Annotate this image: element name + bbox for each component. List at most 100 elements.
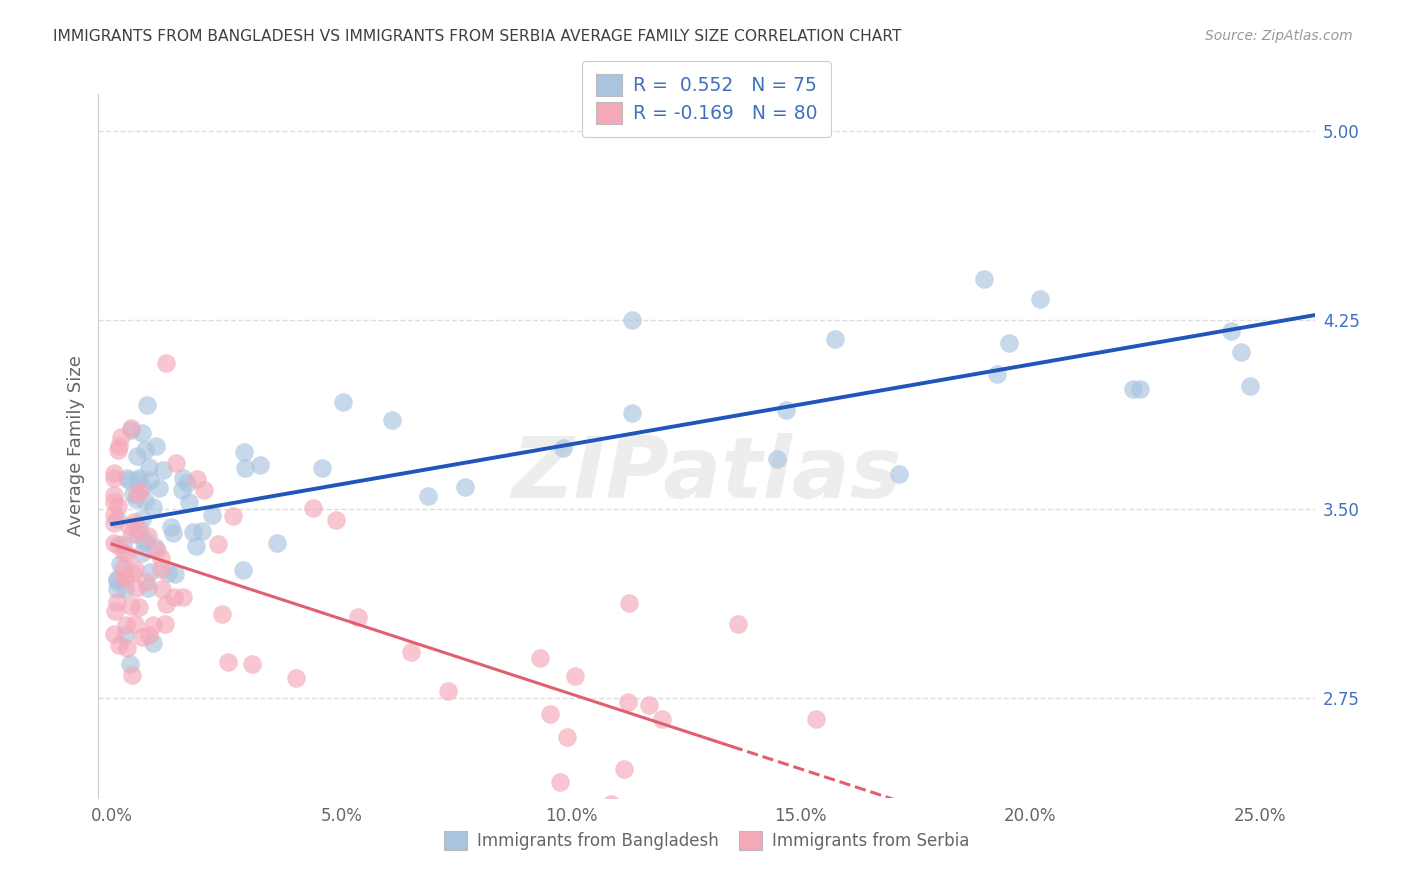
Text: IMMIGRANTS FROM BANGLADESH VS IMMIGRANTS FROM SERBIA AVERAGE FAMILY SIZE CORRELA: IMMIGRANTS FROM BANGLADESH VS IMMIGRANTS… — [53, 29, 901, 44]
Point — [302, 500, 325, 515]
Point — [612, 763, 634, 777]
Point — [222, 509, 245, 524]
Point — [122, 487, 145, 501]
Point — [149, 550, 172, 565]
Point — [143, 541, 166, 555]
Point — [135, 533, 157, 547]
Point — [127, 473, 149, 487]
Point — [108, 439, 131, 453]
Point — [163, 590, 186, 604]
Point — [773, 822, 796, 836]
Point — [1129, 383, 1152, 397]
Point — [114, 570, 136, 584]
Point — [418, 489, 440, 503]
Point — [120, 423, 142, 437]
Point — [155, 597, 177, 611]
Point — [986, 368, 1008, 382]
Point — [124, 616, 146, 631]
Point — [138, 460, 160, 475]
Point — [131, 425, 153, 440]
Point — [1028, 292, 1050, 306]
Point — [120, 421, 142, 435]
Point — [191, 524, 214, 539]
Point — [125, 487, 148, 501]
Point — [332, 394, 354, 409]
Point — [172, 483, 194, 497]
Point — [564, 669, 586, 683]
Point — [232, 563, 254, 577]
Point — [136, 529, 159, 543]
Point — [114, 546, 136, 560]
Point — [125, 492, 148, 507]
Point — [266, 536, 288, 550]
Point — [103, 535, 125, 549]
Point — [103, 488, 125, 502]
Point — [973, 272, 995, 286]
Point — [555, 730, 578, 744]
Point — [107, 538, 129, 552]
Point — [136, 581, 159, 595]
Point — [124, 562, 146, 576]
Point — [176, 476, 198, 491]
Point — [131, 631, 153, 645]
Point — [148, 482, 170, 496]
Point — [135, 574, 157, 589]
Point — [311, 461, 333, 475]
Point — [107, 638, 129, 652]
Point — [998, 335, 1021, 350]
Point — [824, 332, 846, 346]
Point — [142, 636, 165, 650]
Point — [112, 562, 135, 576]
Point — [160, 519, 183, 533]
Point — [103, 516, 125, 531]
Point — [184, 539, 207, 553]
Point — [177, 495, 200, 509]
Point — [778, 802, 800, 816]
Point — [128, 599, 150, 614]
Point — [1229, 345, 1251, 359]
Point — [766, 452, 789, 467]
Point — [325, 513, 347, 527]
Point — [889, 467, 911, 482]
Point — [139, 473, 162, 487]
Point — [121, 527, 143, 541]
Point — [105, 512, 128, 526]
Point — [134, 443, 156, 458]
Point — [152, 463, 174, 477]
Point — [112, 537, 135, 551]
Point — [165, 456, 187, 470]
Point — [454, 480, 477, 494]
Point — [145, 543, 167, 558]
Point — [118, 473, 141, 487]
Point — [172, 590, 194, 604]
Point — [162, 525, 184, 540]
Point — [551, 441, 574, 455]
Point — [437, 684, 460, 698]
Point — [107, 499, 129, 513]
Point — [211, 607, 233, 621]
Point — [638, 698, 661, 712]
Point — [103, 471, 125, 485]
Point — [617, 694, 640, 708]
Point — [114, 582, 136, 596]
Legend: Immigrants from Bangladesh, Immigrants from Serbia: Immigrants from Bangladesh, Immigrants f… — [437, 824, 976, 857]
Point — [121, 668, 143, 682]
Point — [105, 582, 128, 596]
Point — [727, 617, 749, 632]
Point — [186, 472, 208, 486]
Point — [118, 519, 141, 533]
Point — [775, 403, 797, 417]
Point — [193, 483, 215, 497]
Point — [399, 645, 422, 659]
Point — [181, 524, 204, 539]
Point — [284, 671, 307, 685]
Point — [207, 537, 229, 551]
Point — [132, 480, 155, 494]
Point — [233, 460, 256, 475]
Point — [131, 512, 153, 526]
Point — [163, 566, 186, 581]
Point — [1239, 379, 1261, 393]
Point — [150, 582, 173, 596]
Point — [548, 774, 571, 789]
Point — [103, 466, 125, 480]
